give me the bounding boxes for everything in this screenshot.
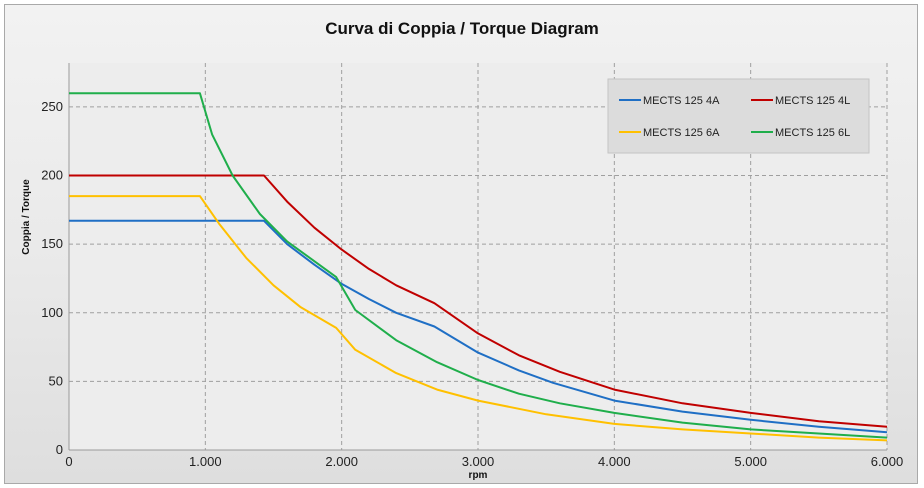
x-tick-label: 0 bbox=[65, 454, 72, 469]
y-tick-label: 250 bbox=[41, 99, 63, 114]
y-tick-label: 50 bbox=[49, 373, 63, 388]
series-line-mects-125-6l bbox=[69, 92, 888, 439]
x-tick-label: 6.000 bbox=[871, 454, 904, 469]
series-line-mects-125-4l bbox=[69, 174, 888, 428]
legend-box bbox=[607, 78, 870, 154]
torque-chart: 0 1.000 2.000 3.000 4.000 5.000 6.000 0 50 100 150… bbox=[21, 19, 903, 481]
legend-label: MECTS 125 4L bbox=[775, 95, 850, 107]
x-axis-title: rpm bbox=[469, 470, 488, 481]
x-tick-label: 2.000 bbox=[325, 454, 358, 469]
legend-label: MECTS 125 6A bbox=[643, 127, 720, 139]
x-tick-label: 1.000 bbox=[189, 454, 222, 469]
series-layer bbox=[69, 92, 888, 442]
y-tick-label: 100 bbox=[41, 305, 63, 320]
tick-labels: 0 1.000 2.000 3.000 4.000 5.000 6.000 0 50 100 150… bbox=[41, 99, 903, 469]
y-tick-label: 0 bbox=[56, 442, 63, 457]
series-line-mects-125-6a bbox=[69, 195, 888, 442]
legend-label: MECTS 125 6L bbox=[775, 127, 850, 139]
legend-label: MECTS 125 4A bbox=[643, 95, 720, 107]
x-tick-label: 5.000 bbox=[734, 454, 767, 469]
series-line-mects-125-4a bbox=[69, 219, 888, 434]
legend: MECTS 125 4A MECTS 125 4L MECTS 125 6A MECT… bbox=[607, 78, 870, 154]
y-tick-label: 200 bbox=[41, 168, 63, 183]
chart-frame: 0 1.000 2.000 3.000 4.000 5.000 6.000 0 50 100 150… bbox=[4, 4, 918, 484]
chart-title: Curva di Coppia / Torque Diagram bbox=[325, 19, 599, 38]
y-axis-title: Coppia / Torque bbox=[21, 179, 32, 255]
x-tick-label: 3.000 bbox=[462, 454, 495, 469]
x-tick-label: 4.000 bbox=[598, 454, 631, 469]
y-tick-label: 150 bbox=[41, 236, 63, 251]
